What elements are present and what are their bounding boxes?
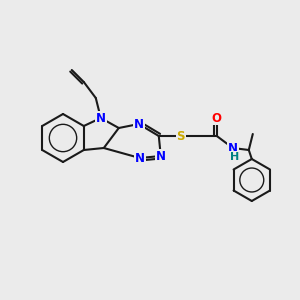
Text: S: S (176, 130, 185, 142)
Text: N: N (134, 118, 144, 130)
Text: N: N (228, 142, 238, 154)
Text: O: O (212, 112, 222, 124)
Text: N: N (156, 149, 166, 163)
Text: N: N (135, 152, 145, 164)
Text: N: N (96, 112, 106, 124)
Text: H: H (230, 152, 239, 162)
